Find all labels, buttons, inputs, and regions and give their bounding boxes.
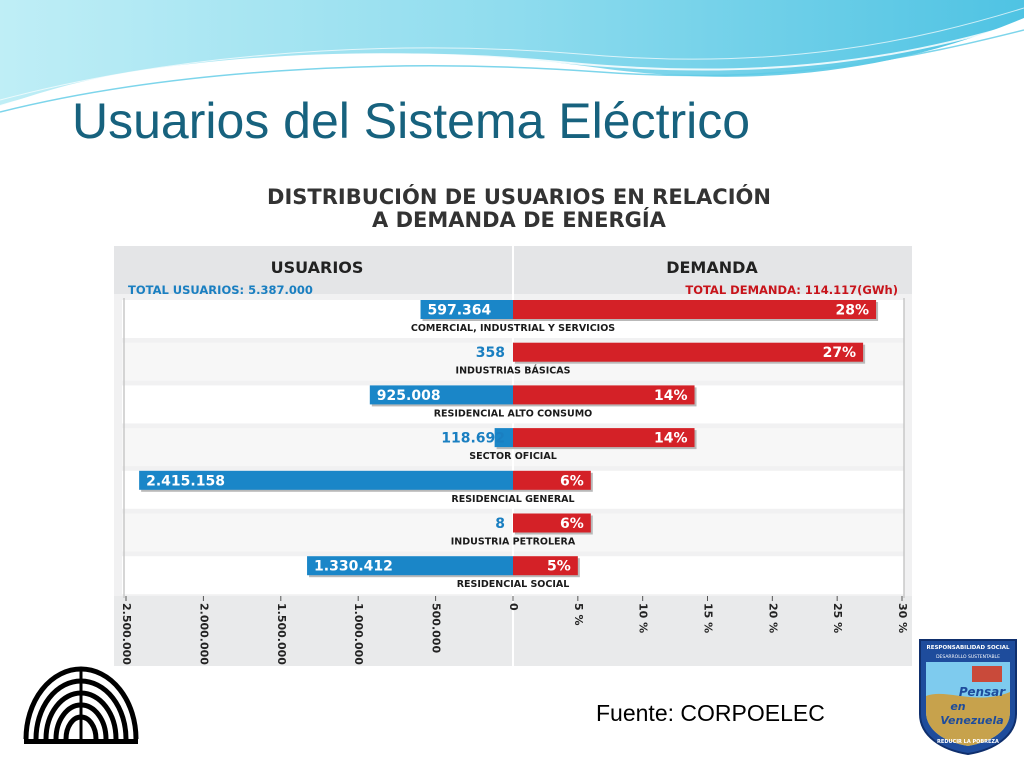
category-label: COMERCIAL, INDUSTRIAL Y SERVICIOS (411, 323, 615, 334)
usuarios-value-label: 8 (495, 516, 505, 532)
chart-title-line-2: A DEMANDA DE ENERGÍA (372, 208, 666, 232)
usuarios-value-label: 358 (476, 345, 505, 361)
demanda-bar (513, 513, 591, 533)
right-axis-tick-label: 30 % (896, 603, 909, 633)
badge-mid-text: DESARROLLO SUSTENTABLE (936, 654, 1000, 660)
demanda-bar (513, 428, 695, 448)
usuarios-value-label: 597.364 (428, 303, 492, 319)
usuarios-value-label: 925.008 (377, 388, 441, 404)
right-axis-tick-label: 15 % (702, 603, 715, 633)
right-axis-tick-label: 10 % (637, 603, 650, 633)
usuarios-header: USUARIOS (271, 258, 364, 277)
usuarios-bar (420, 300, 513, 319)
demanda-bar (513, 300, 877, 319)
right-axis-tick-label: 5 % (572, 603, 585, 626)
chart-title: DISTRIBUCIÓN DE USUARIOS EN RELACIÓN A D… (160, 186, 878, 232)
total-usuarios-label: TOTAL USUARIOS: 5.387.000 (128, 283, 313, 297)
chart-title-line-1: DISTRIBUCIÓN DE USUARIOS EN RELACIÓN (267, 185, 771, 209)
badge-script-3: Venezuela (940, 714, 1003, 727)
demanda-bar (513, 342, 864, 362)
demanda-value-label: 27% (823, 345, 857, 361)
source-caption: Fuente: CORPOELEC (596, 700, 825, 726)
category-label: SECTOR OFICIAL (469, 451, 557, 462)
total-demanda-label: TOTAL DEMANDA: 114.117(GWh) (685, 283, 898, 297)
left-axis-tick-label: 1.000.000 (352, 603, 365, 665)
decorative-wave-banner (0, 0, 1024, 113)
badge-top-text: RESPONSABILIDAD SOCIAL (926, 645, 1010, 651)
left-axis-tick-label: 1.500.000 (275, 603, 288, 665)
demanda-header: DEMANDA (666, 258, 758, 277)
left-axis-tick-label: 0 (507, 603, 520, 611)
category-label: INDUSTRIA PETROLERA (451, 537, 576, 548)
usuarios-bar (307, 556, 513, 576)
demanda-bar (513, 556, 578, 576)
usuarios-bar (139, 470, 513, 490)
badge-bottom-text: REDUCIR LA POBREZA (937, 739, 999, 745)
category-label: RESIDENCIAL GENERAL (451, 494, 574, 505)
usuarios-bar (369, 385, 513, 405)
usuarios-value-label: 1.330.412 (314, 559, 393, 575)
category-label: RESIDENCIAL SOCIAL (457, 579, 570, 590)
badge-script-2: en (950, 700, 965, 713)
left-axis-tick-label: 2.000.000 (197, 603, 210, 665)
distribution-chart: USUARIOS DEMANDA TOTAL USUARIOS: 5.387.000… (114, 246, 912, 666)
demanda-value-label: 28% (836, 303, 870, 319)
pensar-en-venezuela-badge: RESPONSABILIDAD SOCIAL DESARROLLO SUSTEN… (919, 639, 1017, 756)
usuarios-value-label: 118.692 (441, 431, 505, 447)
badge-script-1: Pensar (959, 685, 1006, 699)
left-axis-tick-label: 2.500.000 (120, 603, 133, 665)
demanda-value-label: 6% (560, 516, 584, 532)
right-axis-tick-label: 25 % (831, 603, 844, 633)
demanda-value-label: 6% (560, 473, 584, 489)
slide-title: Usuarios del Sistema Eléctrico (72, 93, 751, 149)
category-label: RESIDENCIAL ALTO CONSUMO (434, 408, 593, 419)
category-label: INDUSTRIAS BÁSICAS (456, 365, 571, 377)
demanda-value-label: 14% (654, 431, 688, 447)
university-logo (23, 666, 139, 744)
demanda-value-label: 14% (654, 388, 688, 404)
demanda-bar (513, 470, 591, 490)
right-axis-tick-label: 20 % (766, 603, 779, 633)
demanda-value-label: 5% (547, 559, 571, 575)
left-axis-tick-label: 500.000 (430, 603, 443, 653)
usuarios-bar (494, 428, 513, 448)
demanda-bar (513, 385, 695, 405)
usuarios-value-label: 2.415.158 (146, 473, 225, 489)
